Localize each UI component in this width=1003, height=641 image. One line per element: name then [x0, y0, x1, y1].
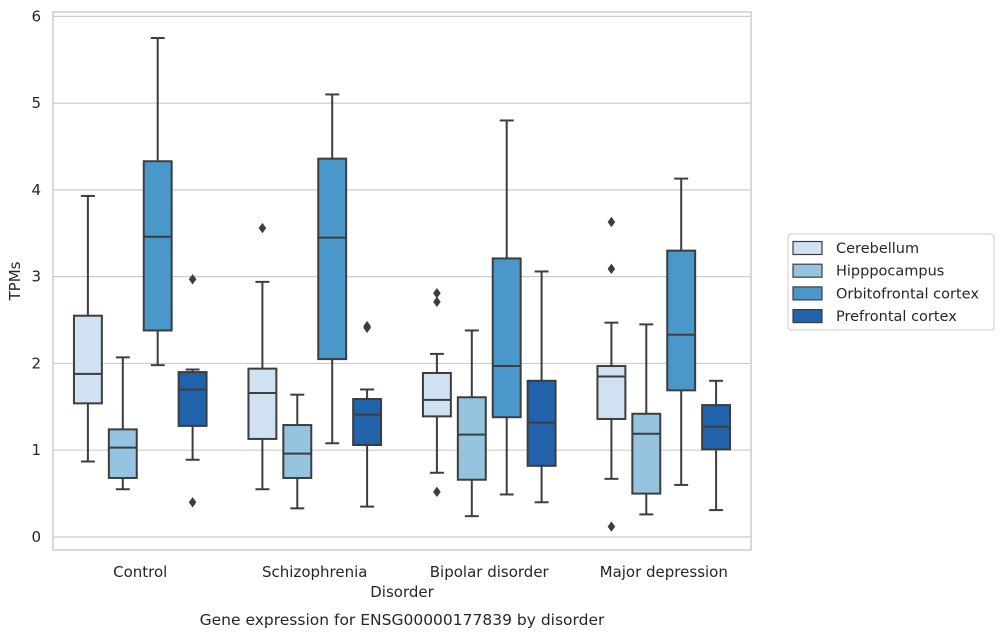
y-tick-labels: 0 1 2 3 4 5 6	[31, 7, 41, 546]
box-iqr	[177, 371, 208, 427]
box-iqr	[596, 365, 627, 420]
outlier-point	[607, 216, 616, 228]
box-group	[177, 274, 208, 508]
legend-label: Hipppocampus	[836, 264, 944, 280]
box-iqr	[631, 412, 662, 495]
y-tick-label: 5	[31, 94, 41, 112]
box-group	[526, 270, 557, 504]
x-tick-label: Schizophrenia	[262, 563, 367, 581]
outlier-point	[363, 322, 371, 334]
y-tick-label: 6	[31, 7, 41, 25]
box-iqr	[282, 424, 313, 479]
box-iqr	[317, 157, 348, 361]
legend-label: Prefrontal cortex	[836, 309, 957, 325]
y-axis-label: TPMs	[6, 261, 24, 301]
box-group	[666, 177, 697, 486]
x-tick-label: Bipolar disorder	[430, 563, 550, 581]
legend-frame	[787, 233, 995, 331]
y-tick-label: 2	[31, 354, 41, 372]
x-tick-labels: Control Schizophrenia Bipolar disorder Majo…	[113, 563, 728, 581]
box-group	[247, 222, 278, 491]
box-group	[701, 379, 732, 512]
box-group	[491, 119, 522, 496]
outlier-point	[607, 263, 616, 275]
outlier-point	[258, 222, 267, 234]
box-group	[317, 93, 348, 445]
box-group	[456, 329, 487, 518]
box-group	[421, 287, 452, 498]
outlier-point	[433, 486, 441, 498]
chart-caption: Gene expression for ENSG00000177839 by d…	[200, 611, 605, 629]
outlier-point	[188, 497, 197, 508]
box-group	[352, 320, 383, 508]
boxes	[72, 37, 732, 532]
box-group	[107, 356, 138, 491]
box-group	[142, 37, 173, 367]
box-iqr	[666, 249, 697, 392]
box-group	[631, 323, 662, 516]
outlier-point	[607, 521, 616, 532]
box-iqr	[72, 314, 103, 405]
outlier-point	[433, 287, 441, 299]
x-axis-label: Disorder	[370, 583, 434, 601]
box-iqr	[107, 428, 138, 479]
box-group	[72, 194, 103, 463]
y-tick-label: 4	[31, 181, 41, 199]
x-tick-label: Major depression	[600, 563, 728, 581]
legend-items: Cerebellum Hipppocampus Orbitofrontal cort…	[792, 240, 979, 325]
box-group	[282, 393, 313, 510]
legend-label: Orbitofrontal cortex	[836, 286, 979, 302]
box-iqr	[352, 398, 383, 447]
legend-swatch	[792, 240, 823, 256]
plot-area-frame	[52, 11, 752, 551]
outlier-point	[433, 296, 441, 308]
legend-swatch	[792, 309, 823, 324]
legend: Cerebellum Hipppocampus Orbitofrontal cort…	[787, 233, 995, 331]
y-tick-label: 3	[31, 268, 41, 286]
y-tick-label: 1	[31, 441, 41, 459]
legend-swatch	[792, 286, 823, 301]
box-iqr	[456, 396, 487, 481]
box-iqr	[247, 367, 278, 440]
box-iqr	[491, 257, 522, 419]
box-group	[596, 216, 627, 532]
outlier-point	[188, 274, 197, 285]
box-iqr	[421, 371, 452, 418]
x-tick-label: Control	[113, 563, 167, 581]
legend-label: Cerebellum	[836, 241, 919, 257]
legend-swatch	[792, 263, 823, 278]
y-tick-label: 0	[31, 528, 41, 546]
box-iqr	[142, 160, 173, 332]
